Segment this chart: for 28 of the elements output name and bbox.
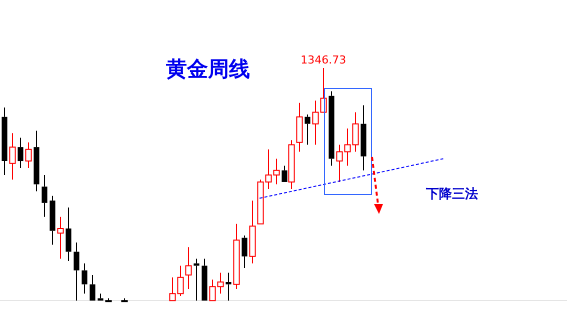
annotation: 1346.73 [300, 53, 346, 66]
chart-title: 黄金周线 [166, 56, 250, 83]
candlestick [82, 262, 88, 294]
candlestick [18, 137, 24, 169]
candlestick [202, 258, 208, 301]
candlestick [194, 258, 200, 302]
candlestick [288, 140, 295, 190]
candlestick [74, 242, 80, 302]
annotation: 下降三法 [426, 186, 478, 203]
candlestick [185, 246, 192, 290]
candlestick [34, 130, 40, 192]
candlestick [242, 234, 248, 269]
candlestick [25, 142, 32, 169]
candlestick [282, 165, 288, 182]
candlestick [296, 102, 303, 152]
candlestick [226, 272, 232, 302]
candlestick [328, 90, 334, 166]
candlestick [57, 216, 64, 260]
candlestick [2, 107, 8, 176]
candlestick [42, 174, 48, 218]
candlestick [304, 114, 310, 146]
candlestick [233, 223, 240, 290]
candlestick [9, 132, 16, 180]
candlestick [90, 274, 96, 301]
candlestick [360, 104, 366, 171]
candlestick [50, 195, 56, 246]
candlestick [249, 200, 256, 264]
candlestick [66, 207, 72, 262]
